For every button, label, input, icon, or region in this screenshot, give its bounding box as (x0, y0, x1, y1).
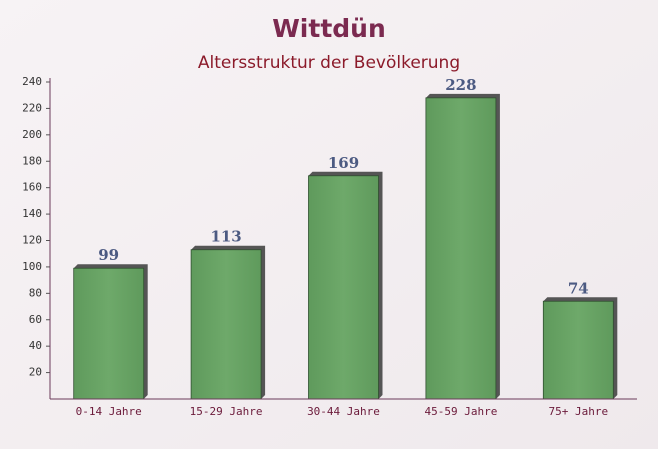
y-tick-label: 80 (29, 286, 42, 299)
value-label: 99 (98, 246, 119, 264)
bar (73, 267, 145, 400)
y-tick-label: 20 (29, 366, 42, 379)
y-tick-label: 60 (29, 313, 42, 326)
x-tick-label: 45-59 Jahre (424, 405, 497, 418)
x-tick-label: 15-29 Jahre (190, 405, 263, 418)
value-label: 228 (445, 76, 476, 94)
y-tick-label: 100 (22, 260, 42, 273)
x-tick-label: 75+ Jahre (548, 405, 608, 418)
y-tick-label: 240 (22, 75, 42, 88)
y-tick-label: 40 (29, 339, 42, 352)
value-label: 169 (328, 154, 359, 172)
value-label: 113 (210, 228, 241, 246)
x-tick-label: 30-44 Jahre (307, 405, 380, 418)
bar (542, 300, 614, 400)
y-tick-label: 200 (22, 128, 42, 141)
y-tick-label: 160 (22, 181, 42, 194)
bar (425, 97, 497, 400)
bar (308, 175, 379, 400)
chart-title: Wittdün (272, 14, 386, 43)
y-tick-label: 120 (22, 234, 42, 247)
bar (190, 249, 262, 400)
y-tick-label: 140 (22, 207, 42, 220)
value-label: 74 (568, 279, 589, 297)
y-tick-label: 180 (22, 154, 42, 167)
chart-subtitle: Altersstruktur der Bevölkerung (198, 53, 460, 73)
y-tick-label: 220 (22, 101, 42, 114)
x-tick-label: 0-14 Jahre (76, 405, 142, 418)
